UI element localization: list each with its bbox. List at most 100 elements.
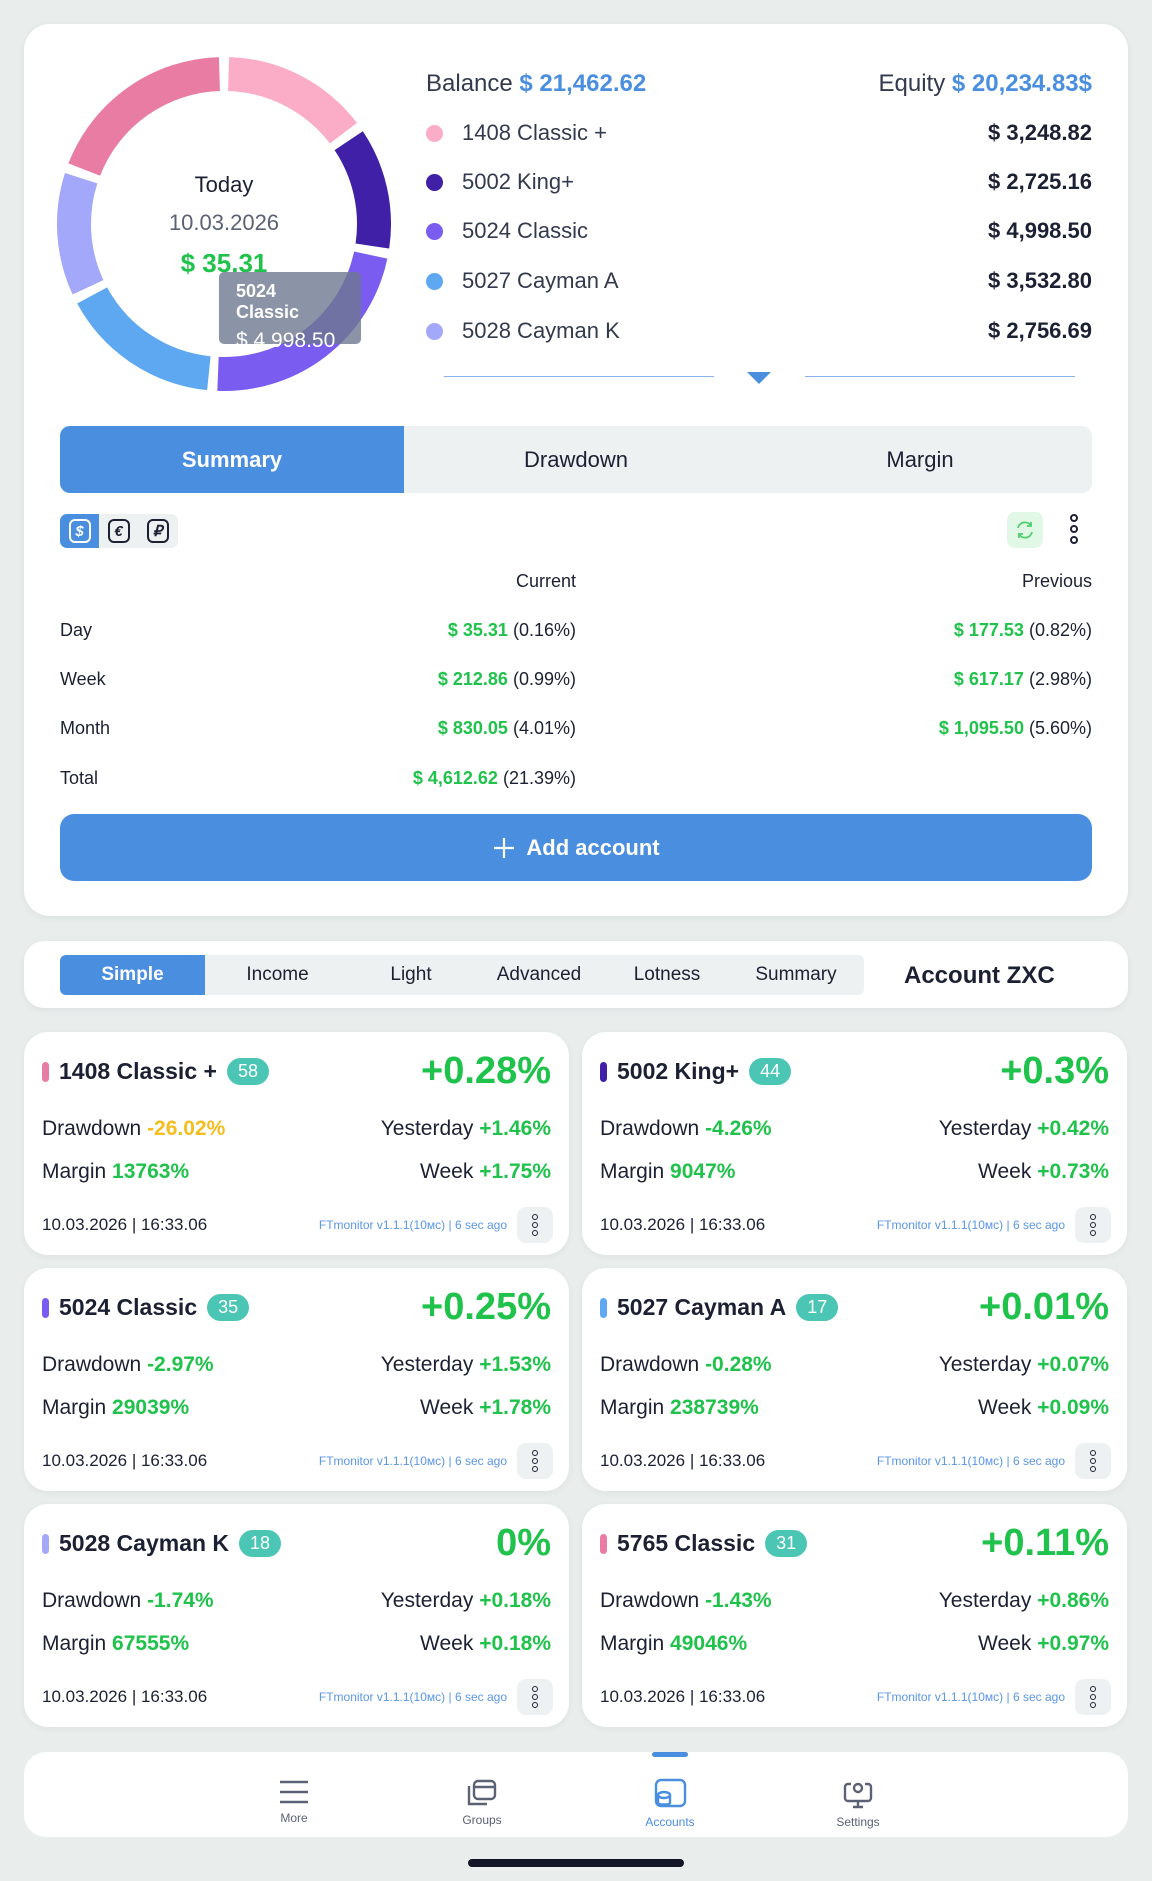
yesterday: Yesterday +0.42% [939, 1117, 1109, 1141]
dot [1090, 1214, 1096, 1220]
refresh-icon [1017, 521, 1033, 539]
card-more-button[interactable] [517, 1679, 553, 1715]
week-label: Week [420, 1396, 474, 1419]
group-title: Account ZXC [904, 962, 1055, 989]
time: 16:33.06 [698, 1451, 766, 1470]
settings-icon [843, 1782, 873, 1809]
view-tab-light[interactable]: Light [390, 964, 432, 985]
margin-label: Margin [42, 1396, 107, 1419]
view-tab-advanced[interactable]: Advanced [496, 964, 582, 985]
week-label: Week [978, 1160, 1032, 1183]
legend-dot [426, 124, 443, 142]
nav-settings[interactable]: Settings [798, 1752, 918, 1837]
overview-more-button[interactable] [1066, 514, 1082, 550]
account-name-text: 5002 King+ [617, 1058, 740, 1084]
yesterday-value: +0.07% [1037, 1353, 1109, 1376]
legend-value: $ 2,756.69 [988, 318, 1092, 343]
legend-name: 5028 Cayman K [462, 318, 620, 343]
donut-segment[interactable] [68, 57, 221, 177]
account-card[interactable]: 5002 King+ 44 +0.3% Drawdown -4.26% Yeste… [582, 1032, 1127, 1255]
account-badge: 35 [207, 1294, 250, 1321]
legend-item[interactable]: 5024 Classic $ 4,998.50 [426, 216, 1092, 246]
refresh-button[interactable] [1007, 512, 1043, 548]
currency-usd[interactable]: $ [60, 514, 99, 548]
yesterday-value: +0.42% [1037, 1117, 1109, 1140]
card-more-button[interactable] [517, 1207, 553, 1243]
tab-summary[interactable]: Summary [60, 426, 404, 493]
nav-groups-label: Groups [462, 1813, 502, 1827]
nav-more-label: More [280, 1811, 308, 1825]
yesterday-value: +0.18% [479, 1589, 551, 1612]
account-card[interactable]: 5024 Classic 35 +0.25% Drawdown -2.97% Ye… [24, 1268, 569, 1491]
nav-accounts[interactable]: Accounts [610, 1752, 730, 1837]
currency-eur[interactable]: € [99, 514, 138, 548]
account-card[interactable]: 5765 Classic 31 +0.11% Drawdown -1.43% Ye… [582, 1504, 1127, 1727]
add-account-button[interactable]: Add account [60, 814, 1092, 881]
account-name-text: 5765 Classic [617, 1530, 756, 1556]
account-card[interactable]: 1408 Classic + 58 +0.28% Drawdown -26.02%… [24, 1032, 569, 1255]
margin: Margin 49046% [600, 1632, 747, 1656]
account-name: 5002 King+ 44 [617, 1058, 792, 1085]
row-label: Week [60, 669, 106, 689]
donut-tooltip: 5024 Classic $ 4,998.50 [219, 272, 361, 352]
legend-name: 5024 Classic [462, 218, 588, 243]
donut-segment[interactable] [57, 172, 104, 295]
date: 10.03.2026 [600, 1687, 686, 1706]
margin-label: Margin [600, 1160, 665, 1183]
margin: Margin 29039% [42, 1396, 189, 1420]
donut-segment[interactable] [334, 131, 391, 249]
yesterday-label: Yesterday [938, 1117, 1032, 1140]
accounts-icon [654, 1778, 687, 1808]
home-indicator[interactable] [468, 1859, 684, 1867]
legend-item[interactable]: 5002 King+ $ 2,725.16 [426, 167, 1092, 197]
donut-segment[interactable] [227, 57, 357, 144]
legend-item[interactable]: 5027 Cayman A $ 3,532.80 [426, 266, 1092, 296]
card-more-button[interactable] [1075, 1679, 1111, 1715]
week: Week +0.97% [978, 1632, 1109, 1656]
legend-name: 5027 Cayman A [462, 268, 619, 293]
account-color-bar [42, 1534, 49, 1554]
week-value: +0.18% [479, 1632, 551, 1655]
header-previous: Previous [1021, 571, 1092, 591]
account-card[interactable]: 5028 Cayman K 18 0% Drawdown -1.74% Yeste… [24, 1504, 569, 1727]
row-current: $ 830.05 (4.01%) [438, 718, 576, 739]
legend-item[interactable]: 5028 Cayman K $ 2,756.69 [426, 316, 1092, 346]
row-previous: $ 177.53 (0.82%) [954, 620, 1092, 641]
row-previous: $ 617.17 (2.98%) [954, 669, 1092, 690]
account-badge: 58 [226, 1058, 269, 1085]
margin-value: 49046% [670, 1632, 748, 1655]
card-more-button[interactable] [1075, 1443, 1111, 1479]
margin: Margin 13763% [42, 1160, 189, 1184]
account-color-bar [600, 1062, 607, 1082]
yesterday-label: Yesterday [938, 1353, 1032, 1376]
legend-name: 1408 Classic + [462, 120, 607, 145]
currency-rub[interactable]: ₽ [138, 514, 177, 548]
nav-groups[interactable]: Groups [422, 1752, 542, 1837]
view-tab-lotness[interactable]: Lotness [633, 964, 701, 985]
week: Week +1.78% [420, 1396, 551, 1420]
card-more-button[interactable] [1075, 1207, 1111, 1243]
plus-icon [494, 837, 515, 858]
updated-ago: 6 sec ago [1012, 1218, 1065, 1232]
legend-item[interactable]: 1408 Classic + $ 3,248.82 [426, 118, 1092, 148]
view-tab-income[interactable]: Income [246, 964, 309, 985]
view-tab-summary[interactable]: Summary [755, 964, 837, 985]
tab-drawdown[interactable]: Drawdown [524, 446, 628, 472]
donut-segment[interactable] [77, 286, 211, 391]
view-tab-simple[interactable]: Simple [60, 955, 205, 995]
margin-label: Margin [600, 1632, 665, 1655]
nav-more[interactable]: More [234, 1752, 354, 1837]
current-value: $ 830.05 [437, 718, 508, 738]
tab-margin[interactable]: Margin [886, 446, 954, 472]
yesterday: Yesterday +0.07% [939, 1353, 1109, 1377]
metric-tabs: Summary Drawdown Margin [60, 426, 1092, 493]
expand-arrow-icon[interactable] [747, 372, 771, 384]
nav-accounts-label: Accounts [645, 1815, 695, 1829]
dot [532, 1450, 538, 1456]
margin: Margin 67555% [42, 1632, 189, 1656]
yesterday: Yesterday +0.86% [939, 1589, 1109, 1613]
donut-center-date: 10.03.2026 [168, 210, 280, 235]
legend-value: $ 3,248.82 [988, 120, 1092, 145]
account-card[interactable]: 5027 Cayman A 17 +0.01% Drawdown -0.28% Y… [582, 1268, 1127, 1491]
card-more-button[interactable] [517, 1443, 553, 1479]
